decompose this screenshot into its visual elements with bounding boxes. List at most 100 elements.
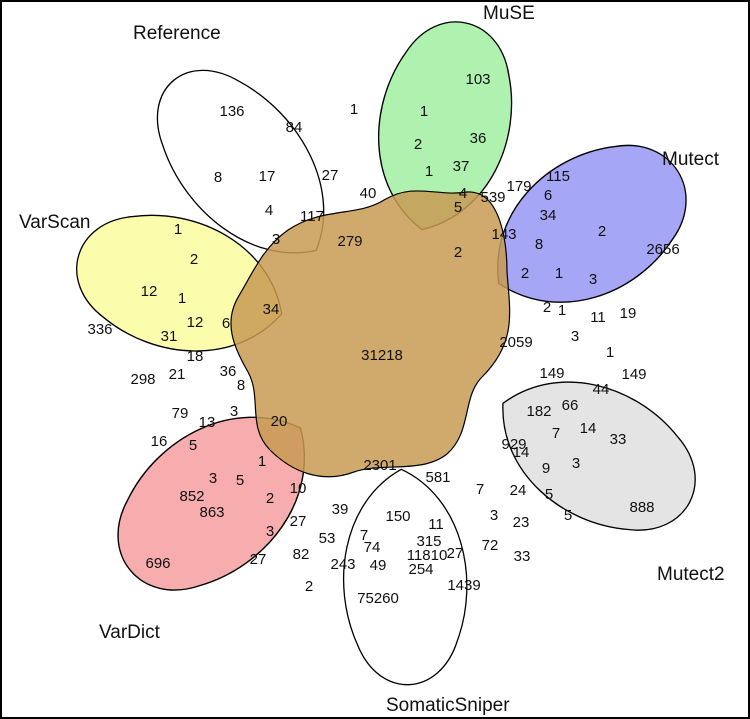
set-label-varscan: VarScan (19, 212, 90, 233)
region-count-label: 2 (414, 136, 422, 153)
region-count-label: 11 (428, 516, 444, 533)
region-count-label: 5 (189, 437, 197, 454)
region-count-label: 3 (209, 470, 217, 487)
region-count-label: 3 (272, 231, 280, 248)
region-count-label: 75260 (357, 590, 399, 607)
region-count-label: 315 (416, 533, 441, 550)
set-label-muse: MuSE (483, 3, 535, 24)
region-count-label: 44 (593, 381, 610, 398)
region-count-label: 150 (385, 508, 410, 525)
region-count-label: 149 (621, 366, 646, 383)
region-count-label: 254 (408, 561, 433, 578)
region-count-label: 12 (141, 283, 158, 300)
region-count-label: 27 (250, 551, 267, 568)
region-count-label: 6 (222, 315, 230, 332)
region-count-label: 6 (544, 187, 552, 204)
region-count-label: 243 (330, 556, 355, 573)
region-count-label: 696 (145, 555, 170, 572)
set-label-mutect2: Mutect2 (657, 564, 725, 585)
region-count-label: 3 (571, 328, 579, 345)
region-count-label: 2059 (499, 334, 532, 351)
region-count-label: 2301 (363, 457, 396, 474)
region-count-label: 36 (220, 363, 237, 380)
region-count-label: 7 (360, 527, 368, 544)
region-count-label: 1439 (447, 577, 480, 594)
region-count-label: 929 (501, 436, 526, 453)
region-count-label: 10 (290, 480, 307, 497)
region-count-label: 2656 (646, 241, 679, 258)
region-count-label: 2 (543, 299, 551, 316)
region-count-label: 31218 (361, 347, 403, 364)
region-count-label: 8 (214, 169, 222, 186)
region-count-label: 149 (539, 365, 564, 382)
region-count-label: 298 (130, 371, 155, 388)
region-count-label: 72 (482, 537, 499, 554)
region-count-label: 1 (350, 101, 358, 118)
region-count-label: 1 (258, 453, 266, 470)
region-count-label: 1 (174, 221, 182, 238)
set-label-somaticsniper: SomaticSniper (386, 695, 510, 716)
region-count-label: 16 (151, 433, 168, 450)
region-count-label: 12 (187, 314, 204, 331)
region-count-label: 888 (629, 499, 654, 516)
region-count-label: 279 (337, 233, 362, 250)
region-count-label: 2 (598, 223, 606, 240)
region-count-label: 84 (286, 119, 303, 136)
region-count-label: 39 (332, 501, 349, 518)
region-count-label: 8 (535, 236, 543, 253)
region-count-label: 179 (506, 178, 531, 195)
region-count-label: 49 (370, 557, 387, 574)
region-count-label: 33 (514, 548, 531, 565)
region-count-label: 31 (161, 328, 178, 345)
region-count-label: 21 (169, 366, 186, 383)
region-count-label: 5 (564, 507, 572, 524)
region-count-label: 7 (552, 425, 560, 442)
region-count-label: 82 (293, 546, 310, 563)
region-count-label: 1 (558, 302, 566, 319)
region-count-label: 34 (540, 207, 557, 224)
region-count-label: 8 (237, 377, 245, 394)
region-count-label: 11 (590, 309, 606, 326)
region-count-label: 33 (610, 431, 627, 448)
center-region (230, 190, 511, 478)
region-count-label: 20 (271, 413, 288, 430)
region-count-label: 40 (360, 185, 377, 202)
region-count-label: 36 (470, 130, 487, 147)
region-count-label: 53 (319, 530, 336, 547)
region-count-label: 7 (476, 481, 484, 498)
region-count-label: 182 (526, 403, 551, 420)
region-count-label: 66 (562, 397, 579, 414)
region-count-label: 2 (521, 265, 529, 282)
region-count-label: 3 (230, 403, 238, 420)
region-count-label: 11810 (407, 547, 448, 564)
region-count-label: 2 (454, 244, 462, 261)
set-label-vardict: VarDict (99, 622, 161, 643)
region-count-label: 3 (589, 271, 597, 288)
region-count-label: 1 (420, 103, 428, 120)
region-count-label: 115 (546, 168, 570, 185)
region-count-label: 2 (266, 490, 274, 507)
region-count-label: 852 (179, 488, 204, 505)
region-count-label: 3 (266, 523, 274, 540)
region-count-label: 1 (555, 265, 563, 282)
region-count-label: 74 (364, 539, 381, 556)
region-count-label: 34 (263, 301, 280, 318)
region-count-label: 14 (580, 420, 597, 437)
region-count-label: 17 (259, 168, 276, 185)
region-count-label: 27 (290, 513, 307, 530)
region-count-label: 2 (190, 251, 198, 268)
region-count-label: 3 (490, 507, 498, 524)
region-count-label: 24 (510, 482, 527, 499)
region-count-label: 5 (545, 486, 553, 503)
region-count-label: 103 (465, 71, 490, 88)
region-count-label: 4 (265, 202, 273, 219)
region-count-label: 539 (480, 189, 505, 206)
region-count-label: 18 (187, 348, 204, 365)
region-count-label: 1 (425, 163, 433, 180)
region-count-label: 23 (513, 514, 530, 531)
region-count-label: 79 (172, 405, 189, 422)
set-labels: Reference MuSE Mutect Mutect2 SomaticSni… (19, 3, 725, 716)
